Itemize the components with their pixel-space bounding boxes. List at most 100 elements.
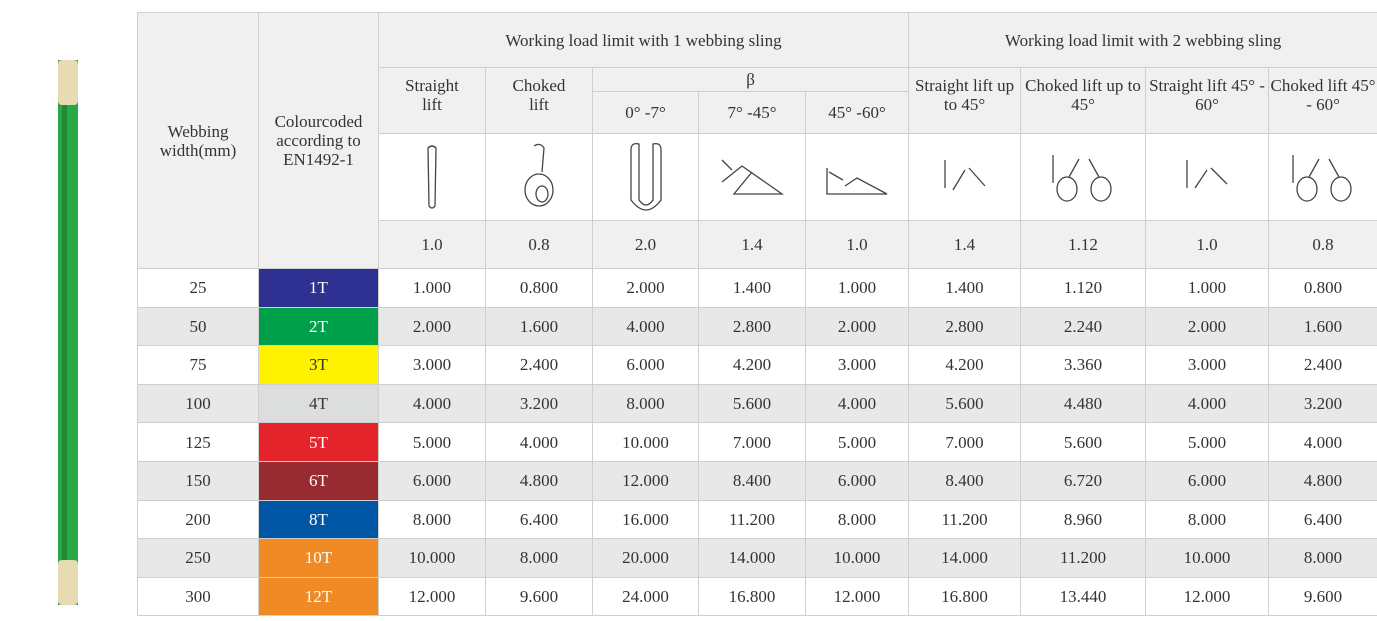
col-header: Choked lift up to 45° xyxy=(1020,67,1147,134)
value-cell: 10.000 xyxy=(592,422,699,462)
col-header: Straight lift up to 45° xyxy=(908,67,1022,134)
value-cell: 0.800 xyxy=(485,268,593,308)
value-cell: 16.000 xyxy=(592,499,699,540)
col-header: 7° -45° xyxy=(698,91,806,134)
strap-end xyxy=(58,60,78,105)
width-cell: 200 xyxy=(137,499,259,540)
value-cell: 7.000 xyxy=(698,422,806,462)
value-cell: 8.000 xyxy=(1268,538,1377,578)
beta-header: β xyxy=(591,67,910,92)
value-cell: 1.600 xyxy=(1268,306,1377,347)
value-cell: 8.000 xyxy=(485,538,593,578)
value-cell: 6.000 xyxy=(804,460,910,501)
width-cell: 125 xyxy=(137,422,259,462)
factor-cell: 0.8 xyxy=(1268,220,1377,269)
value-cell: 6.400 xyxy=(485,499,593,540)
factor-cell: 1.0 xyxy=(1145,220,1270,269)
value-cell: 12.000 xyxy=(592,460,699,501)
strap-end xyxy=(58,560,78,605)
value-cell: 1.400 xyxy=(698,268,806,308)
value-cell: 4.800 xyxy=(1268,460,1377,501)
factor-cell: 1.0 xyxy=(378,220,486,269)
col-header: Choked lift 45° - 60° xyxy=(1268,67,1377,134)
value-cell: 4.200 xyxy=(908,345,1022,385)
header-colour: Colourcoded according to EN1492-1 xyxy=(258,12,379,269)
value-cell: 8.000 xyxy=(378,499,486,540)
sling-icon xyxy=(826,168,888,195)
value-cell: 3.000 xyxy=(1145,345,1270,385)
group-header: Working load limit with 2 webbing sling xyxy=(908,12,1377,68)
value-cell: 8.000 xyxy=(1145,499,1270,540)
sling-photo xyxy=(58,60,78,605)
factor-cell: 1.4 xyxy=(908,220,1022,269)
value-cell: 12.000 xyxy=(378,576,486,617)
colour-cell: 6T xyxy=(258,460,379,501)
value-cell: 11.200 xyxy=(698,499,806,540)
value-cell: 5.000 xyxy=(378,422,486,462)
value-cell: 13.440 xyxy=(1020,576,1147,617)
col-header: Straight lift 45° - 60° xyxy=(1145,67,1270,134)
data-row: 25 1T 1.000 0.800 2.000 1.400 1.000 1.400 1.120 1… xyxy=(137,268,1377,308)
data-row: 300 12T 12.000 9.600 24.000 16.800 12.000 16.80… xyxy=(137,576,1377,617)
colour-cell: 2T xyxy=(258,306,379,347)
value-cell: 11.200 xyxy=(1020,538,1147,578)
data-row: 100 4T 4.000 3.200 8.000 5.600 4.000 5.600 4.480… xyxy=(137,383,1377,424)
value-cell: 7.000 xyxy=(908,422,1022,462)
value-cell: 5.600 xyxy=(698,383,806,424)
value-cell: 5.000 xyxy=(804,422,910,462)
value-cell: 10.000 xyxy=(1145,538,1270,578)
value-cell: 4.480 xyxy=(1020,383,1147,424)
value-cell: 1.000 xyxy=(378,268,486,308)
value-cell: 2.000 xyxy=(378,306,486,347)
value-cell: 3.360 xyxy=(1020,345,1147,385)
value-cell: 2.800 xyxy=(908,306,1022,347)
value-cell: 4.000 xyxy=(1268,422,1377,462)
factor-cell: 1.0 xyxy=(804,220,910,269)
icon-cell xyxy=(1020,133,1147,221)
value-cell: 1.000 xyxy=(804,268,910,308)
colour-cell: 4T xyxy=(258,383,379,424)
data-row: 125 5T 5.000 4.000 10.000 7.000 5.000 7.000 5.60… xyxy=(137,422,1377,462)
icon-cell xyxy=(1268,133,1377,221)
header-webbing: Webbing width(mm) xyxy=(137,12,259,269)
data-row: 150 6T 6.000 4.800 12.000 8.400 6.000 8.400 6.72… xyxy=(137,460,1377,501)
col-header: Straight lift xyxy=(378,67,486,134)
value-cell: 0.800 xyxy=(1268,268,1377,308)
value-cell: 3.000 xyxy=(804,345,910,385)
data-row: 50 2T 2.000 1.600 4.000 2.800 2.000 2.800 2.240 2… xyxy=(137,306,1377,347)
value-cell: 1.000 xyxy=(1145,268,1270,308)
value-cell: 4.000 xyxy=(804,383,910,424)
colour-cell: 8T xyxy=(258,499,379,540)
value-cell: 3.200 xyxy=(1268,383,1377,424)
value-cell: 8.400 xyxy=(698,460,806,501)
value-cell: 2.000 xyxy=(804,306,910,347)
value-cell: 9.600 xyxy=(485,576,593,617)
value-cell: 6.720 xyxy=(1020,460,1147,501)
value-cell: 4.200 xyxy=(698,345,806,385)
value-cell: 1.600 xyxy=(485,306,593,347)
icon-cell xyxy=(485,133,593,221)
sling-icon xyxy=(1052,155,1112,202)
factor-cell: 2.0 xyxy=(592,220,699,269)
data-row: 200 8T 8.000 6.400 16.000 11.200 8.000 11.200 8.… xyxy=(137,499,1377,540)
value-cell: 20.000 xyxy=(592,538,699,578)
value-cell: 5.600 xyxy=(908,383,1022,424)
value-cell: 1.400 xyxy=(908,268,1022,308)
value-cell: 4.800 xyxy=(485,460,593,501)
value-cell: 14.000 xyxy=(908,538,1022,578)
value-cell: 16.800 xyxy=(908,576,1022,617)
value-cell: 5.600 xyxy=(1020,422,1147,462)
value-cell: 2.800 xyxy=(698,306,806,347)
icon-cell xyxy=(592,133,699,221)
factor-cell: 1.4 xyxy=(698,220,806,269)
width-cell: 100 xyxy=(137,383,259,424)
value-cell: 4.000 xyxy=(592,306,699,347)
value-cell: 6.000 xyxy=(592,345,699,385)
table-wrap: Webbing width(mm) Colourcoded according … xyxy=(137,12,1377,621)
value-cell: 6.000 xyxy=(1145,460,1270,501)
icon-cell xyxy=(378,133,486,221)
sling-icon xyxy=(427,145,437,209)
data-row: 75 3T 3.000 2.400 6.000 4.200 3.000 4.200 3.360 3… xyxy=(137,345,1377,385)
